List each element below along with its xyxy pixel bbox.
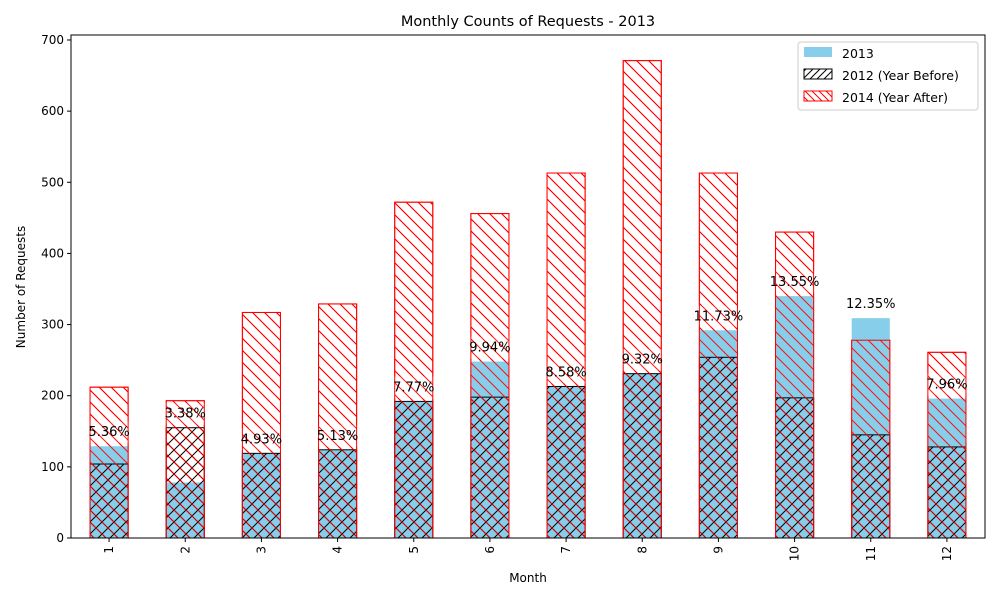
x-tick-label: 8: [635, 546, 649, 554]
x-tick-label: 7: [559, 546, 573, 554]
bars-layer: [85, 60, 971, 539]
y-axis: 0 100 200 300 400 500 600 700: [41, 33, 71, 545]
x-axis: 1 2 3 4 5 6 7 8 9 10 11 12: [102, 538, 954, 561]
data-label-text-layer: 5.36% 3.38% 4.93% 5.13% 7.77% 9.94% 8.58% 9.32%…: [88, 275, 967, 447]
bar-2014-overlay-month-5: [394, 201, 434, 539]
x-tick-label: 12: [940, 546, 954, 561]
legend-swatch-2013: [804, 47, 832, 57]
bar-2014-overlay-month-10: [775, 231, 815, 539]
legend-label-2014: 2014 (Year After): [842, 90, 948, 105]
x-axis-title: Month: [509, 571, 547, 585]
legend-label-2013: 2013: [842, 46, 874, 61]
x-tick-label: 9: [711, 546, 725, 554]
data-label-month-4: 5.13%: [317, 429, 358, 444]
data-label-month-8: 9.32%: [622, 353, 663, 368]
bar-2014-overlay-month-7: [546, 172, 586, 539]
y-axis-title: Number of Requests: [14, 226, 28, 348]
data-label-month-7: 8.58%: [545, 365, 586, 380]
x-tick-label: 2: [178, 546, 192, 554]
x-tick-label: 5: [407, 546, 421, 554]
x-tick-label: 3: [254, 546, 268, 554]
bar-2014-overlay-month-2: [165, 400, 205, 539]
data-label-month-11: 12.35%: [846, 297, 896, 312]
bar-2014-overlay-month-12: [927, 351, 967, 539]
data-label-month-6: 9.94%: [469, 341, 510, 356]
data-label-month-2: 3.38%: [165, 407, 206, 422]
legend-label-2012: 2012 (Year Before): [842, 68, 959, 83]
legend-swatch-2012: [803, 68, 833, 80]
x-tick-label: 6: [483, 546, 497, 554]
bar-2014-overlay-month-9: [698, 172, 738, 539]
y-tick-label: 300: [41, 318, 64, 332]
bar-2014-overlay-month-11: [851, 339, 891, 539]
data-label-month-1: 5.36%: [88, 425, 129, 440]
y-tick-label: 600: [41, 104, 64, 118]
y-tick-label: 400: [41, 246, 64, 260]
chart-title: Monthly Counts of Requests - 2013: [401, 14, 655, 30]
data-label-month-5: 7.77%: [393, 380, 434, 395]
data-label-month-9: 11.73%: [694, 309, 744, 324]
plot-frame: [70, 34, 986, 539]
legend-frame: [797, 41, 979, 111]
bar-2014-overlay-month-3: [241, 311, 281, 539]
legend-swatch-2014: [803, 90, 833, 102]
y-tick-label: 0: [56, 531, 64, 545]
data-label-month-12: 7.96%: [926, 378, 967, 393]
y-tick-label: 700: [41, 33, 64, 47]
bar-2014-overlay-month-4: [318, 303, 358, 539]
x-tick-label: 1: [102, 546, 116, 554]
bar-2014-overlay-month-8: [622, 60, 662, 539]
legend: 2013 2012 (Year Before) 2014 (Year After…: [797, 41, 979, 111]
data-label-month-10: 13.55%: [770, 275, 820, 290]
y-tick-label: 100: [41, 460, 64, 474]
x-tick-label: 11: [864, 546, 878, 561]
y-tick-label: 500: [41, 175, 64, 189]
x-tick-label: 10: [788, 546, 802, 561]
bar-2014-overlay-month-1: [89, 386, 129, 539]
y-tick-label: 200: [41, 389, 64, 403]
bar-2014-overlay-month-6: [470, 213, 510, 539]
data-label-background: [842, 293, 899, 316]
data-label-month-3: 4.93%: [241, 432, 282, 447]
x-tick-label: 4: [331, 546, 345, 554]
